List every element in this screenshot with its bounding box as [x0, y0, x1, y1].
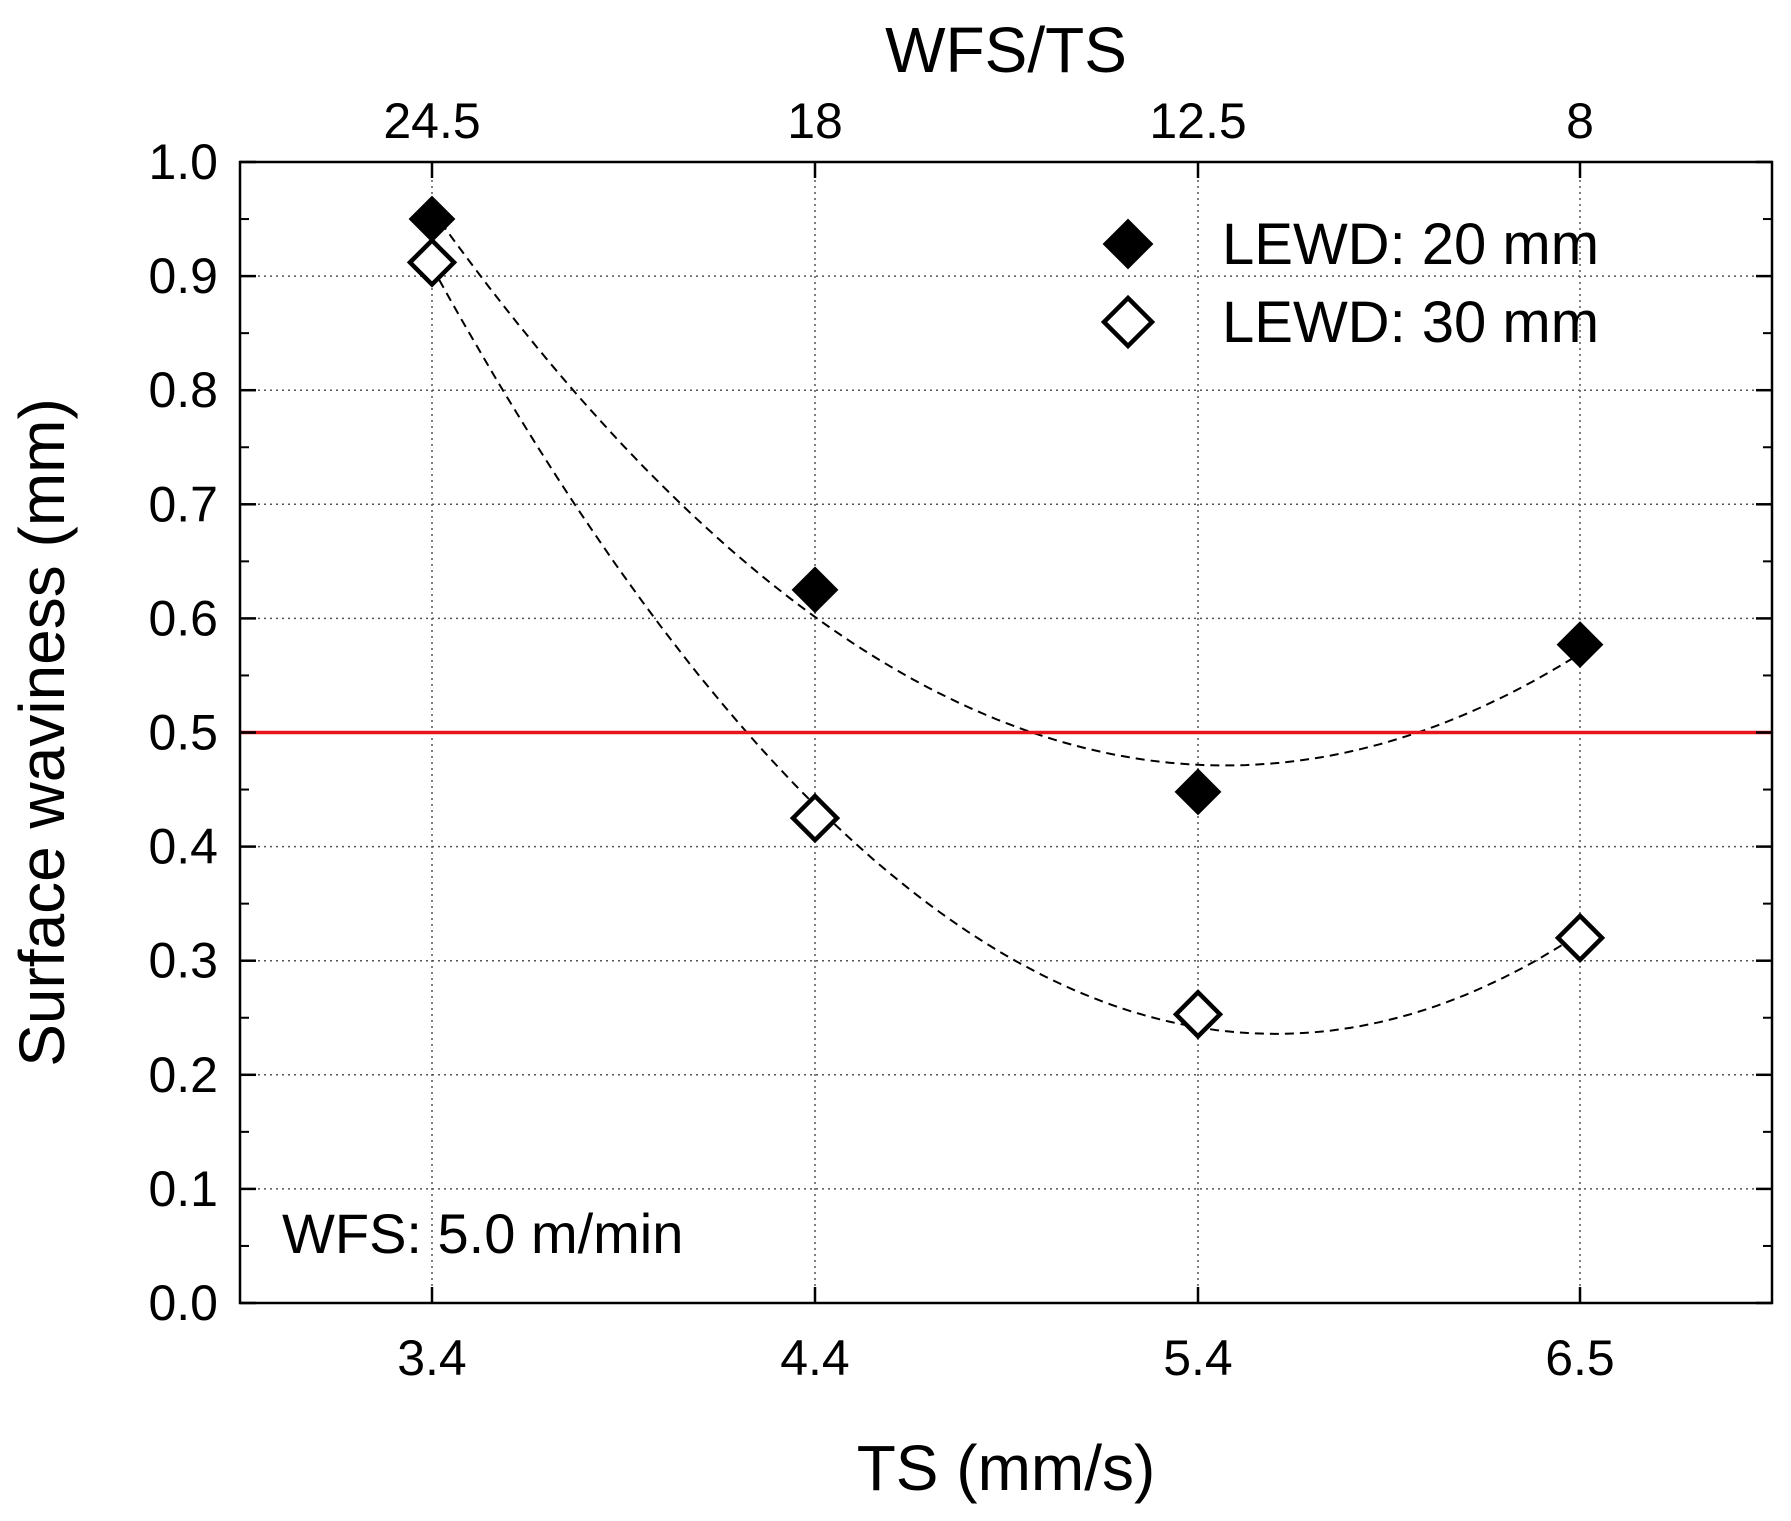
x-tick-label: 4.4 [780, 1330, 850, 1386]
data-point-lewd-20 [1556, 621, 1604, 669]
data-point-lewd-20 [408, 195, 456, 243]
wfs-annotation: WFS: 5.0 m/min [282, 1202, 683, 1265]
legend-marker-lewd-20 [1102, 218, 1154, 270]
y-tick-label: 1.0 [148, 134, 218, 190]
legend: LEWD: 20 mm LEWD: 30 mm [1100, 212, 1599, 355]
legend-marker-lewd-30 [1100, 294, 1156, 350]
tick-labels: 0.0 0.1 0.2 0.3 0.4 0.5 0.6 0.7 0.8 0.9 1.0 3.4 24.5… [148, 93, 1614, 1386]
data-point-lewd-30 [406, 237, 458, 288]
x-tick-label: 6.5 [1545, 1330, 1615, 1386]
top-tick-label: 24.5 [383, 93, 480, 149]
data-point-lewd-20 [1174, 768, 1222, 816]
data-point-lewd-20 [791, 566, 839, 614]
top-tick-label: 18 [787, 93, 843, 149]
data-markers [406, 195, 1606, 1040]
legend-label-lewd-20: LEWD: 20 mm [1222, 212, 1599, 277]
fit-curves [431, 209, 1581, 1035]
data-point-lewd-30 [1172, 989, 1224, 1040]
x-axis-title: TS (mm/s) [857, 1432, 1156, 1504]
y-tick-label: 0.8 [148, 362, 218, 418]
y-tick-label: 0.6 [148, 590, 218, 646]
fit-curve-lewd-20 [431, 209, 1581, 767]
legend-label-lewd-30: LEWD: 30 mm [1222, 290, 1599, 355]
y-tick-label: 0.3 [148, 933, 218, 989]
y-tick-label: 0.9 [148, 248, 218, 304]
top-axis-title: WFS/TS [885, 14, 1127, 86]
data-point-lewd-30 [789, 792, 841, 844]
y-tick-label: 0.5 [148, 705, 218, 761]
y-tick-label: 0.2 [148, 1047, 218, 1103]
x-tick-label: 3.4 [397, 1330, 467, 1386]
fit-curve-lewd-30 [431, 266, 1581, 1035]
data-point-lewd-30 [1554, 912, 1606, 964]
y-tick-label: 0.0 [148, 1275, 218, 1331]
y-tick-label: 0.7 [148, 476, 218, 532]
y-axis-title: Surface waviness (mm) [6, 398, 78, 1067]
top-tick-label: 8 [1566, 93, 1594, 149]
axis-ticks [240, 160, 1772, 1305]
top-tick-label: 12.5 [1149, 93, 1246, 149]
x-tick-label: 5.4 [1163, 1330, 1233, 1386]
y-tick-label: 0.4 [148, 819, 218, 875]
y-tick-label: 0.1 [148, 1161, 218, 1217]
